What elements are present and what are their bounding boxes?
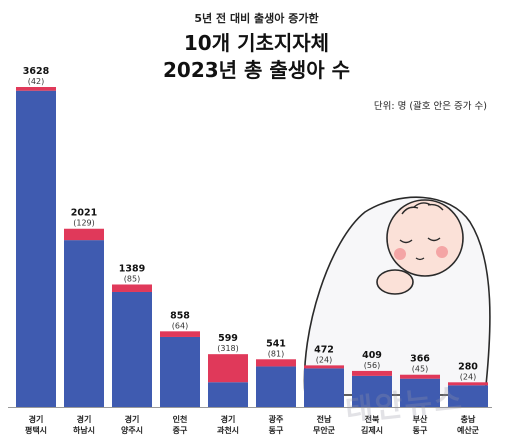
- bar-increase-5: [208, 354, 248, 383]
- total-label-4: 858: [170, 310, 190, 321]
- bar-base-6: [256, 366, 296, 407]
- category-label-city-8: 김제시: [361, 425, 383, 435]
- baby-mouth: [415, 257, 425, 261]
- category-label-region-2: 경기: [77, 414, 92, 424]
- total-label-1: 3628: [23, 66, 50, 77]
- increase-label-4: (64): [172, 321, 188, 330]
- bar-base-7: [304, 368, 344, 407]
- category-label-region-9: 부산: [413, 414, 428, 424]
- increase-label-7: (24): [316, 355, 332, 364]
- bar-base-3: [112, 291, 152, 407]
- total-label-7: 472: [314, 344, 334, 355]
- category-label-region-4: 인천: [173, 414, 188, 424]
- category-label-region-5: 경기: [221, 414, 236, 424]
- category-label-city-10: 예산군: [457, 425, 480, 435]
- bar-increase-7: [304, 365, 344, 369]
- unit-note: 단위: 명 (괄호 안은 증가 수): [373, 101, 487, 112]
- baby-illustration: [303, 196, 491, 396]
- increase-label-2: (129): [73, 219, 95, 228]
- category-label-region-10: 충남: [461, 414, 476, 424]
- title-line-2: 2023년 총 출생아 수: [163, 58, 350, 82]
- chart-title: 10개 기초지자체 2023년 총 출생아 수: [0, 30, 513, 84]
- baby-hand: [376, 269, 414, 295]
- total-label-6: 541: [266, 338, 286, 349]
- bar-increase-1: [16, 87, 56, 91]
- category-label-region-3: 경기: [125, 414, 140, 424]
- increase-label-10: (24): [460, 372, 476, 381]
- total-label-8: 409: [362, 350, 382, 361]
- total-label-3: 1389: [119, 263, 145, 274]
- baby-cheek-left: [394, 248, 406, 260]
- chart-subtitle: 5년 전 대비 출생아 증가한: [194, 12, 319, 25]
- bar-increase-10: [448, 382, 488, 386]
- total-label-9: 366: [410, 354, 430, 365]
- bar-increase-8: [352, 370, 392, 376]
- bar-increase-2: [64, 228, 104, 241]
- bar-base-1: [16, 90, 56, 407]
- total-label-2: 2021: [71, 208, 97, 219]
- bar-increase-4: [160, 331, 200, 337]
- bar-base-2: [64, 240, 104, 407]
- category-label-region-6: 광주: [269, 414, 284, 424]
- category-label-city-9: 동구: [413, 426, 428, 435]
- bar-base-8: [352, 375, 392, 407]
- bars-layer: 3628(42)경기평택시2021(129)경기하남시1389(85)경기양주시…: [8, 66, 492, 435]
- increase-label-9: (45): [412, 365, 428, 374]
- bar-increase-9: [400, 374, 440, 379]
- title-line-1: 10개 기초지자체: [183, 31, 330, 55]
- category-label-region-8: 전북: [365, 414, 380, 424]
- category-label-region-1: 경기: [29, 414, 44, 424]
- bar-base-4: [160, 336, 200, 407]
- category-label-city-5: 과천시: [217, 425, 239, 435]
- category-label-city-4: 중구: [173, 426, 188, 435]
- total-label-10: 280: [458, 361, 478, 372]
- category-label-city-3: 양주시: [121, 425, 143, 435]
- baby-cheek-right: [436, 246, 448, 258]
- increase-label-3: (85): [124, 274, 140, 283]
- bar-increase-3: [112, 284, 152, 292]
- category-label-city-2: 하남시: [73, 425, 95, 435]
- category-label-region-7: 전남: [317, 414, 332, 424]
- bar-base-5: [208, 382, 248, 407]
- bar-increase-6: [256, 359, 296, 367]
- increase-label-6: (81): [268, 349, 284, 358]
- category-label-city-1: 평택시: [25, 425, 47, 435]
- baby-head: [386, 199, 464, 277]
- increase-label-1: (42): [28, 77, 44, 86]
- total-label-5: 599: [218, 333, 238, 344]
- baby-hair: [401, 202, 444, 215]
- bar-base-9: [400, 378, 440, 407]
- category-label-city-6: 동구: [269, 426, 284, 435]
- bar-base-10: [448, 385, 488, 407]
- increase-label-8: (56): [364, 361, 380, 370]
- increase-label-5: (318): [217, 344, 239, 353]
- category-label-city-7: 무안군: [313, 425, 336, 435]
- baby-eyes: [399, 237, 441, 244]
